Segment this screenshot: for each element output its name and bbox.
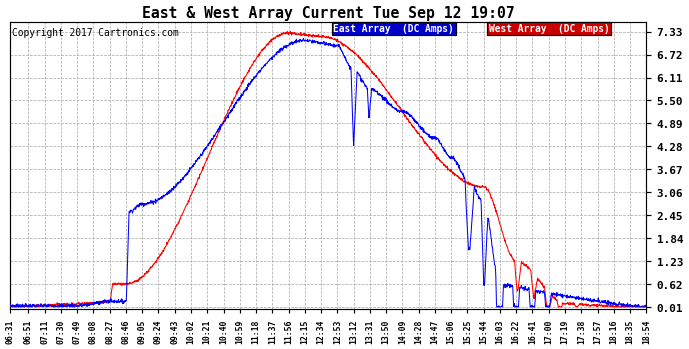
Title: East & West Array Current Tue Sep 12 19:07: East & West Array Current Tue Sep 12 19:…: [142, 6, 515, 21]
Text: Copyright 2017 Cartronics.com: Copyright 2017 Cartronics.com: [12, 28, 178, 38]
Text: East Array  (DC Amps): East Array (DC Amps): [333, 24, 454, 34]
Text: West Array  (DC Amps): West Array (DC Amps): [489, 24, 609, 34]
